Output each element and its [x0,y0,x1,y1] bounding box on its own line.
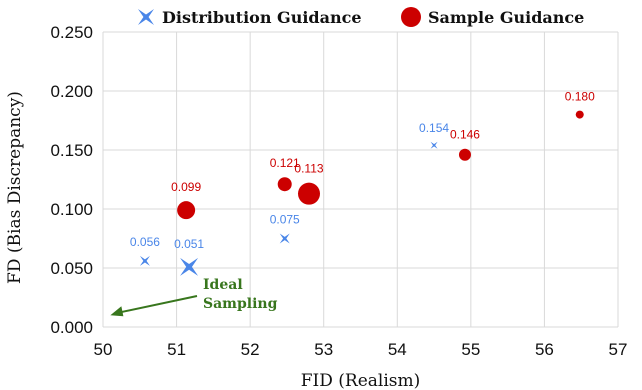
ideal-sampling-annotation: Ideal Sampling [110,277,278,317]
annotation-line: Ideal [203,277,243,293]
y-axis-title: FD (Bias Discrepancy) [5,91,25,284]
data-label: 0.075 [270,213,300,227]
y-tick-label: 0.000 [50,318,93,337]
y-tick-label: 0.250 [50,23,93,42]
x-tick-label: 56 [535,340,554,359]
star-marker [279,233,290,244]
circle-marker [298,182,320,205]
legend-label: Sample Guidance [428,8,584,27]
data-label: 0.180 [565,90,595,104]
data-label: 0.154 [419,121,449,135]
legend-star-icon [138,9,154,25]
star-marker [430,141,438,149]
circle-marker [177,201,196,220]
legend-circle-icon [401,7,421,27]
star-marker [180,257,199,276]
circle-marker [277,177,292,192]
annotation-arrow-line [118,295,198,314]
legend: Distribution Guidance Sample Guidance [138,7,584,27]
y-tick-label: 0.150 [50,141,93,160]
y-tick-label: 0.050 [50,259,93,278]
data-label: 0.056 [130,235,160,249]
y-tick-label: 0.100 [50,200,93,219]
x-tick-label: 51 [167,340,186,359]
x-tick-label: 54 [388,340,407,359]
data-label: 0.051 [174,237,204,251]
y-tick-label: 0.200 [50,82,93,101]
x-tick-label: 53 [314,340,333,359]
circle-marker [458,148,471,161]
data-label: 0.099 [171,180,201,194]
series-distribution-guidance: 0.056 0.051 0.075 0.154 [130,121,449,276]
x-tick-label: 57 [609,340,628,359]
data-label: 0.146 [450,128,480,142]
x-tick-label: 55 [461,340,480,359]
circle-marker [575,110,584,119]
x-tick-label: 52 [241,340,260,359]
x-axis-title: FID (Realism) [301,371,421,390]
data-label: 0.113 [294,162,323,176]
annotation-arrow-head [110,306,124,317]
x-tick-label: 50 [94,340,113,359]
data-label: 0.121 [270,156,300,170]
annotation-line: Sampling [203,296,278,312]
star-marker [139,255,150,266]
legend-label: Distribution Guidance [162,8,362,27]
